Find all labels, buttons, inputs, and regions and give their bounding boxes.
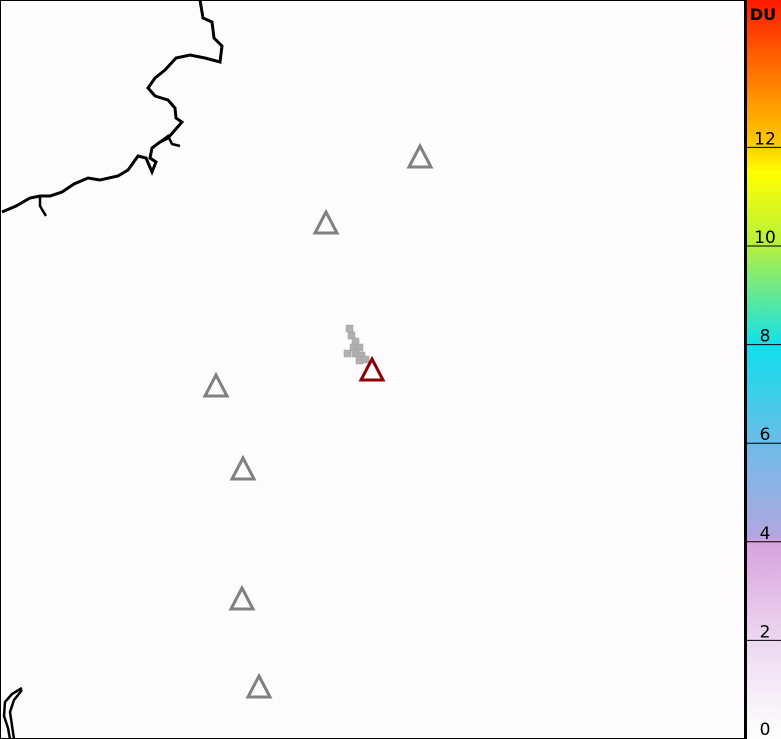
colorbar-tick-label: 10: [754, 228, 776, 248]
plume-pixel: [343, 349, 352, 358]
volcano-marker-icon: [406, 142, 434, 169]
volcano-marker-icon: [228, 584, 256, 611]
colorbar-gradient: [746, 0, 781, 739]
plume-pixel: [345, 324, 354, 333]
colorbar-tick-label: 4: [760, 524, 771, 544]
active-volcano-marker-icon: [358, 355, 386, 382]
colorbar-unit: DU: [750, 5, 776, 24]
so2-map: [0, 0, 745, 739]
map-frame: [0, 0, 745, 739]
colorbar-tick-label: 2: [760, 622, 771, 642]
colorbar-tick-label: 12: [754, 129, 776, 149]
colorbar: 0 2 4 6 8 10 12 DU: [745, 0, 781, 739]
volcano-marker-icon: [202, 371, 230, 398]
plume-pixel: [361, 355, 370, 364]
volcano-marker-icon: [245, 672, 273, 699]
plume-pixel: [347, 331, 356, 340]
coastline-detail: [2, 134, 181, 739]
colorbar-tick-label: 8: [760, 327, 771, 347]
plume-pixel: [355, 343, 364, 352]
colorbar-tick-label: 6: [760, 425, 771, 445]
colorbar-tick-label: 0: [760, 720, 771, 739]
volcano-markers: [202, 142, 434, 699]
volcano-marker-icon: [229, 454, 257, 481]
so2-plume: [343, 324, 370, 365]
volcano-marker-icon: [312, 208, 340, 235]
